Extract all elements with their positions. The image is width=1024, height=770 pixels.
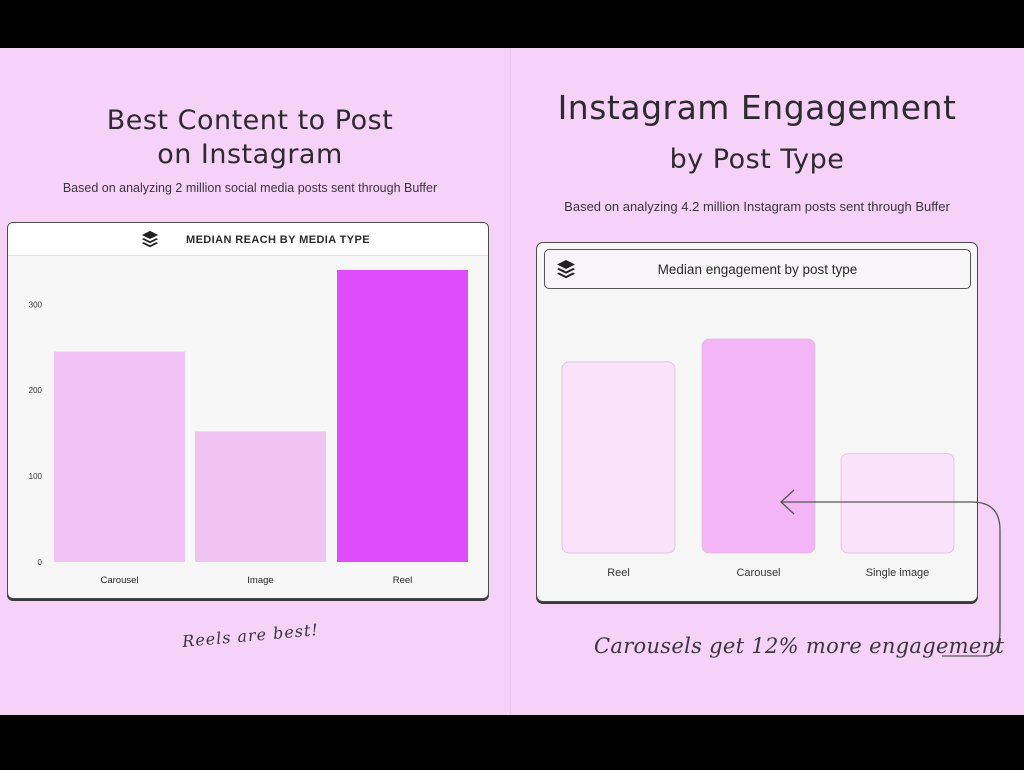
reach-chart-header: MEDIAN REACH BY MEDIA TYPE bbox=[8, 223, 488, 256]
x-tick-label: Image bbox=[247, 575, 273, 586]
letterbox-top bbox=[0, 0, 1024, 48]
reach-chart-card: MEDIAN REACH BY MEDIA TYPE 0 100 200 300 Car… bbox=[7, 222, 489, 599]
y-tick-label: 200 bbox=[29, 386, 43, 395]
x-tick-label: Reel bbox=[607, 567, 630, 579]
left-title-line2: on Instagram bbox=[157, 139, 343, 170]
x-tick-label: Single image bbox=[866, 567, 930, 579]
reach-bar-chart: 0 100 200 300 Carousel Image Reel bbox=[29, 270, 468, 586]
buffer-logo-icon bbox=[141, 230, 159, 248]
bar-carousel bbox=[701, 338, 816, 554]
right-handwritten-note: Carousels get 12% more engagement bbox=[594, 634, 1005, 658]
right-title-line2: by Post Type bbox=[669, 144, 845, 175]
x-tick-label: Carousel bbox=[736, 567, 780, 579]
y-tick-label: 100 bbox=[29, 472, 43, 481]
x-tick-label: Carousel bbox=[100, 575, 138, 586]
engagement-chart-title: Median engagement by post type bbox=[657, 262, 858, 277]
x-tick-label: Reel bbox=[393, 575, 413, 586]
bar-carousel bbox=[54, 351, 185, 562]
right-title-line1: Instagram Engagement bbox=[557, 88, 957, 127]
left-title-line1: Best Content to Post bbox=[106, 105, 394, 136]
reach-chart-title: MEDIAN REACH BY MEDIA TYPE bbox=[186, 234, 370, 246]
left-title: Best Content to Post on Instagram bbox=[0, 104, 500, 172]
bar-single-image bbox=[840, 453, 955, 554]
engagement-bar-chart: Reel Carousel Single image bbox=[561, 338, 955, 579]
engagement-chart-header: Median engagement by post type bbox=[544, 249, 971, 289]
bar-image bbox=[195, 431, 326, 562]
buffer-logo-icon bbox=[557, 260, 575, 279]
y-tick-label: 300 bbox=[29, 300, 43, 309]
panel-divider bbox=[510, 48, 511, 715]
bar-reel bbox=[337, 270, 468, 562]
right-subtitle: Based on analyzing 4.2 million Instagram… bbox=[564, 199, 950, 214]
left-subtitle: Based on analyzing 2 million social medi… bbox=[62, 181, 438, 195]
y-tick-label: 0 bbox=[38, 558, 43, 567]
engagement-chart-card: Median engagement by post type Reel Carou… bbox=[536, 242, 978, 602]
bar-reel bbox=[561, 361, 676, 554]
letterbox-bottom bbox=[0, 715, 1024, 770]
